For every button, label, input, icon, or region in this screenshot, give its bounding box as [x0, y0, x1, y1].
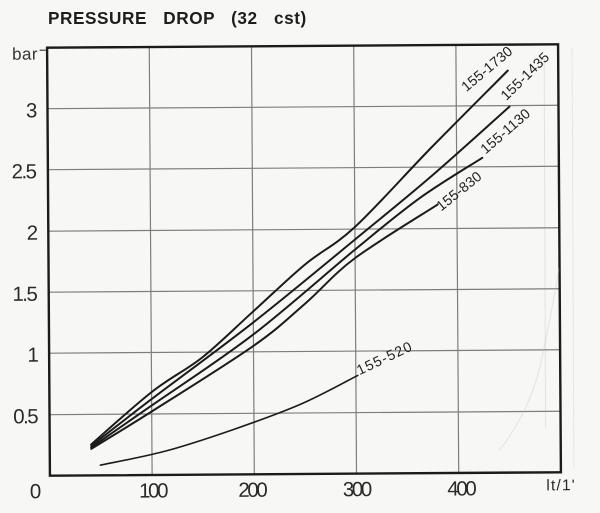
- svg-text:PRESSURE DROP (32 cst): PRESSURE DROP (32 cst): [48, 8, 307, 28]
